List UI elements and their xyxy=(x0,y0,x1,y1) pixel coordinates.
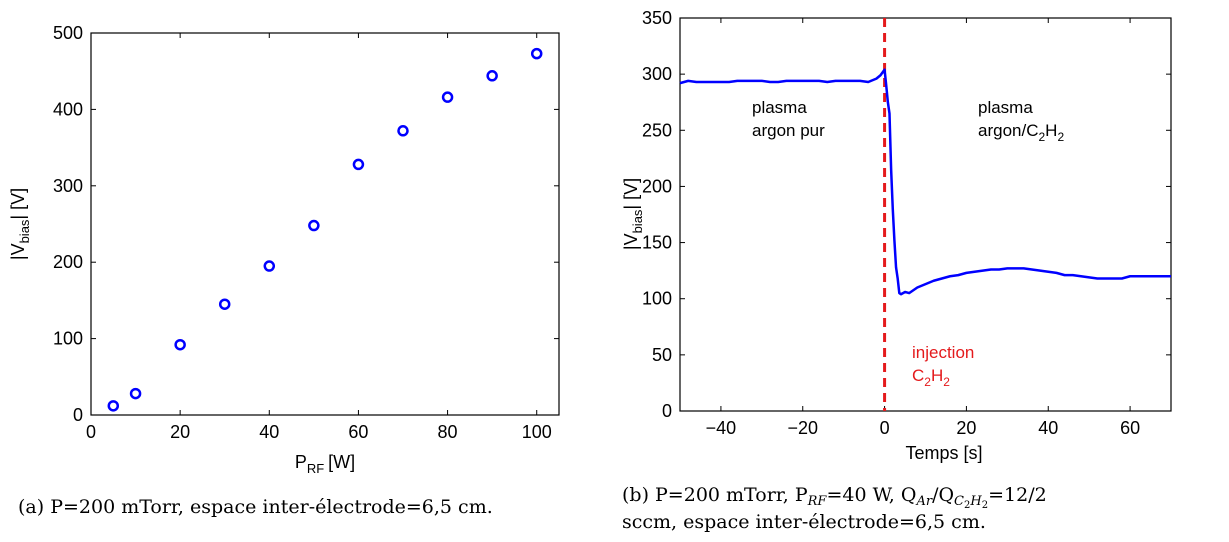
chart-a-x-tick-label: 80 xyxy=(438,422,458,442)
chart-b-annotation-argon-c2h2: plasma argon/C2H2 xyxy=(978,98,1064,144)
chart-b-x-tick-label: −20 xyxy=(787,418,818,438)
chart-a-y-tick-label: 100 xyxy=(53,329,83,349)
chart-a-data-point xyxy=(352,158,365,171)
chart-b: 0 50 100 150 200 250 300 350 −40 −20 0 20 40 60 plas… xyxy=(621,8,1172,533)
chart-a-data-point xyxy=(107,400,120,412)
chart-b-x-tick-label: −40 xyxy=(706,418,737,438)
chart-a-x-tick-label: 60 xyxy=(348,422,368,442)
chart-b-y-tick-label: 150 xyxy=(642,233,672,253)
chart-b-y-tick-label: 50 xyxy=(652,345,672,365)
chart-b-x-tick-label: 40 xyxy=(1038,418,1058,438)
chart-b-x-tick-label: 20 xyxy=(956,418,976,438)
chart-b-y-tick-label: 200 xyxy=(642,176,672,196)
chart-a-data-points xyxy=(107,47,543,412)
chart-a-y-tick-label: 300 xyxy=(53,176,83,196)
chart-b-caption-line-1: (b) P=200 mTorr, PRF=40 W, QAr/QC2H2=12/… xyxy=(622,484,1047,511)
chart-b-y-axis-label: |Vbias| [V] xyxy=(621,178,645,250)
chart-a-data-point xyxy=(129,387,142,400)
chart-a-data-point xyxy=(486,70,498,82)
chart-b-y-tick-label: 100 xyxy=(642,289,672,309)
chart-b-series-line xyxy=(679,68,1171,296)
chart-a-data-point xyxy=(263,260,276,272)
chart-b-y-ticks: 0 50 100 150 200 250 300 350 xyxy=(642,8,1171,421)
chart-b-caption-line-2: sccm, espace inter-électrode=6,5 cm. xyxy=(622,511,986,533)
chart-a-y-tick-label: 500 xyxy=(53,23,83,43)
chart-b-x-ticks: −40 −20 0 20 40 60 xyxy=(706,18,1140,438)
chart-b-y-tick-label: 300 xyxy=(642,64,672,84)
chart-a-data-point xyxy=(174,338,186,351)
chart-b-y-tick-label: 250 xyxy=(642,120,672,140)
chart-a-y-axis-label: |Vbias| [V] xyxy=(8,188,32,260)
chart-a-y-tick-label: 0 xyxy=(73,405,83,425)
chart-a-plot-frame xyxy=(90,32,560,416)
chart-a-x-axis-label: PRF [W] xyxy=(295,452,355,476)
chart-b-x-tick-label: 60 xyxy=(1120,418,1140,438)
chart-a-caption: (a) P=200 mTorr, espace inter-électrode=… xyxy=(18,496,493,518)
chart-a-y-tick-label: 200 xyxy=(53,252,83,272)
chart-a-y-ticks: 0 100 200 300 400 500 xyxy=(53,23,559,425)
chart-b-y-tick-label: 0 xyxy=(662,401,672,421)
chart-a-x-tick-label: 100 xyxy=(522,422,552,442)
chart-a-data-point xyxy=(530,47,543,60)
chart-a-data-point xyxy=(397,125,409,137)
chart-a-x-ticks: 0 20 40 60 80 100 xyxy=(86,33,552,442)
chart-b-annotation-injection: injection C2H2 xyxy=(912,343,979,389)
chart-b-plot-frame xyxy=(679,17,1172,412)
chart-b-y-tick-label: 350 xyxy=(642,8,672,28)
chart-a: 0 100 200 300 400 500 0 20 40 60 80 100 |Vbias| [V… xyxy=(8,23,560,518)
chart-a-x-tick-label: 0 xyxy=(86,422,96,442)
chart-a-x-tick-label: 20 xyxy=(170,422,190,442)
chart-a-x-tick-label: 40 xyxy=(259,422,279,442)
chart-b-annotation-argon-pur: plasma argon pur xyxy=(752,98,825,140)
chart-a-data-point xyxy=(218,298,231,310)
chart-a-data-point xyxy=(441,91,454,103)
chart-a-data-point xyxy=(308,219,320,232)
chart-a-y-tick-label: 400 xyxy=(53,99,83,119)
chart-b-x-tick-label: 0 xyxy=(880,418,890,438)
chart-b-x-axis-label: Temps [s] xyxy=(905,443,982,463)
